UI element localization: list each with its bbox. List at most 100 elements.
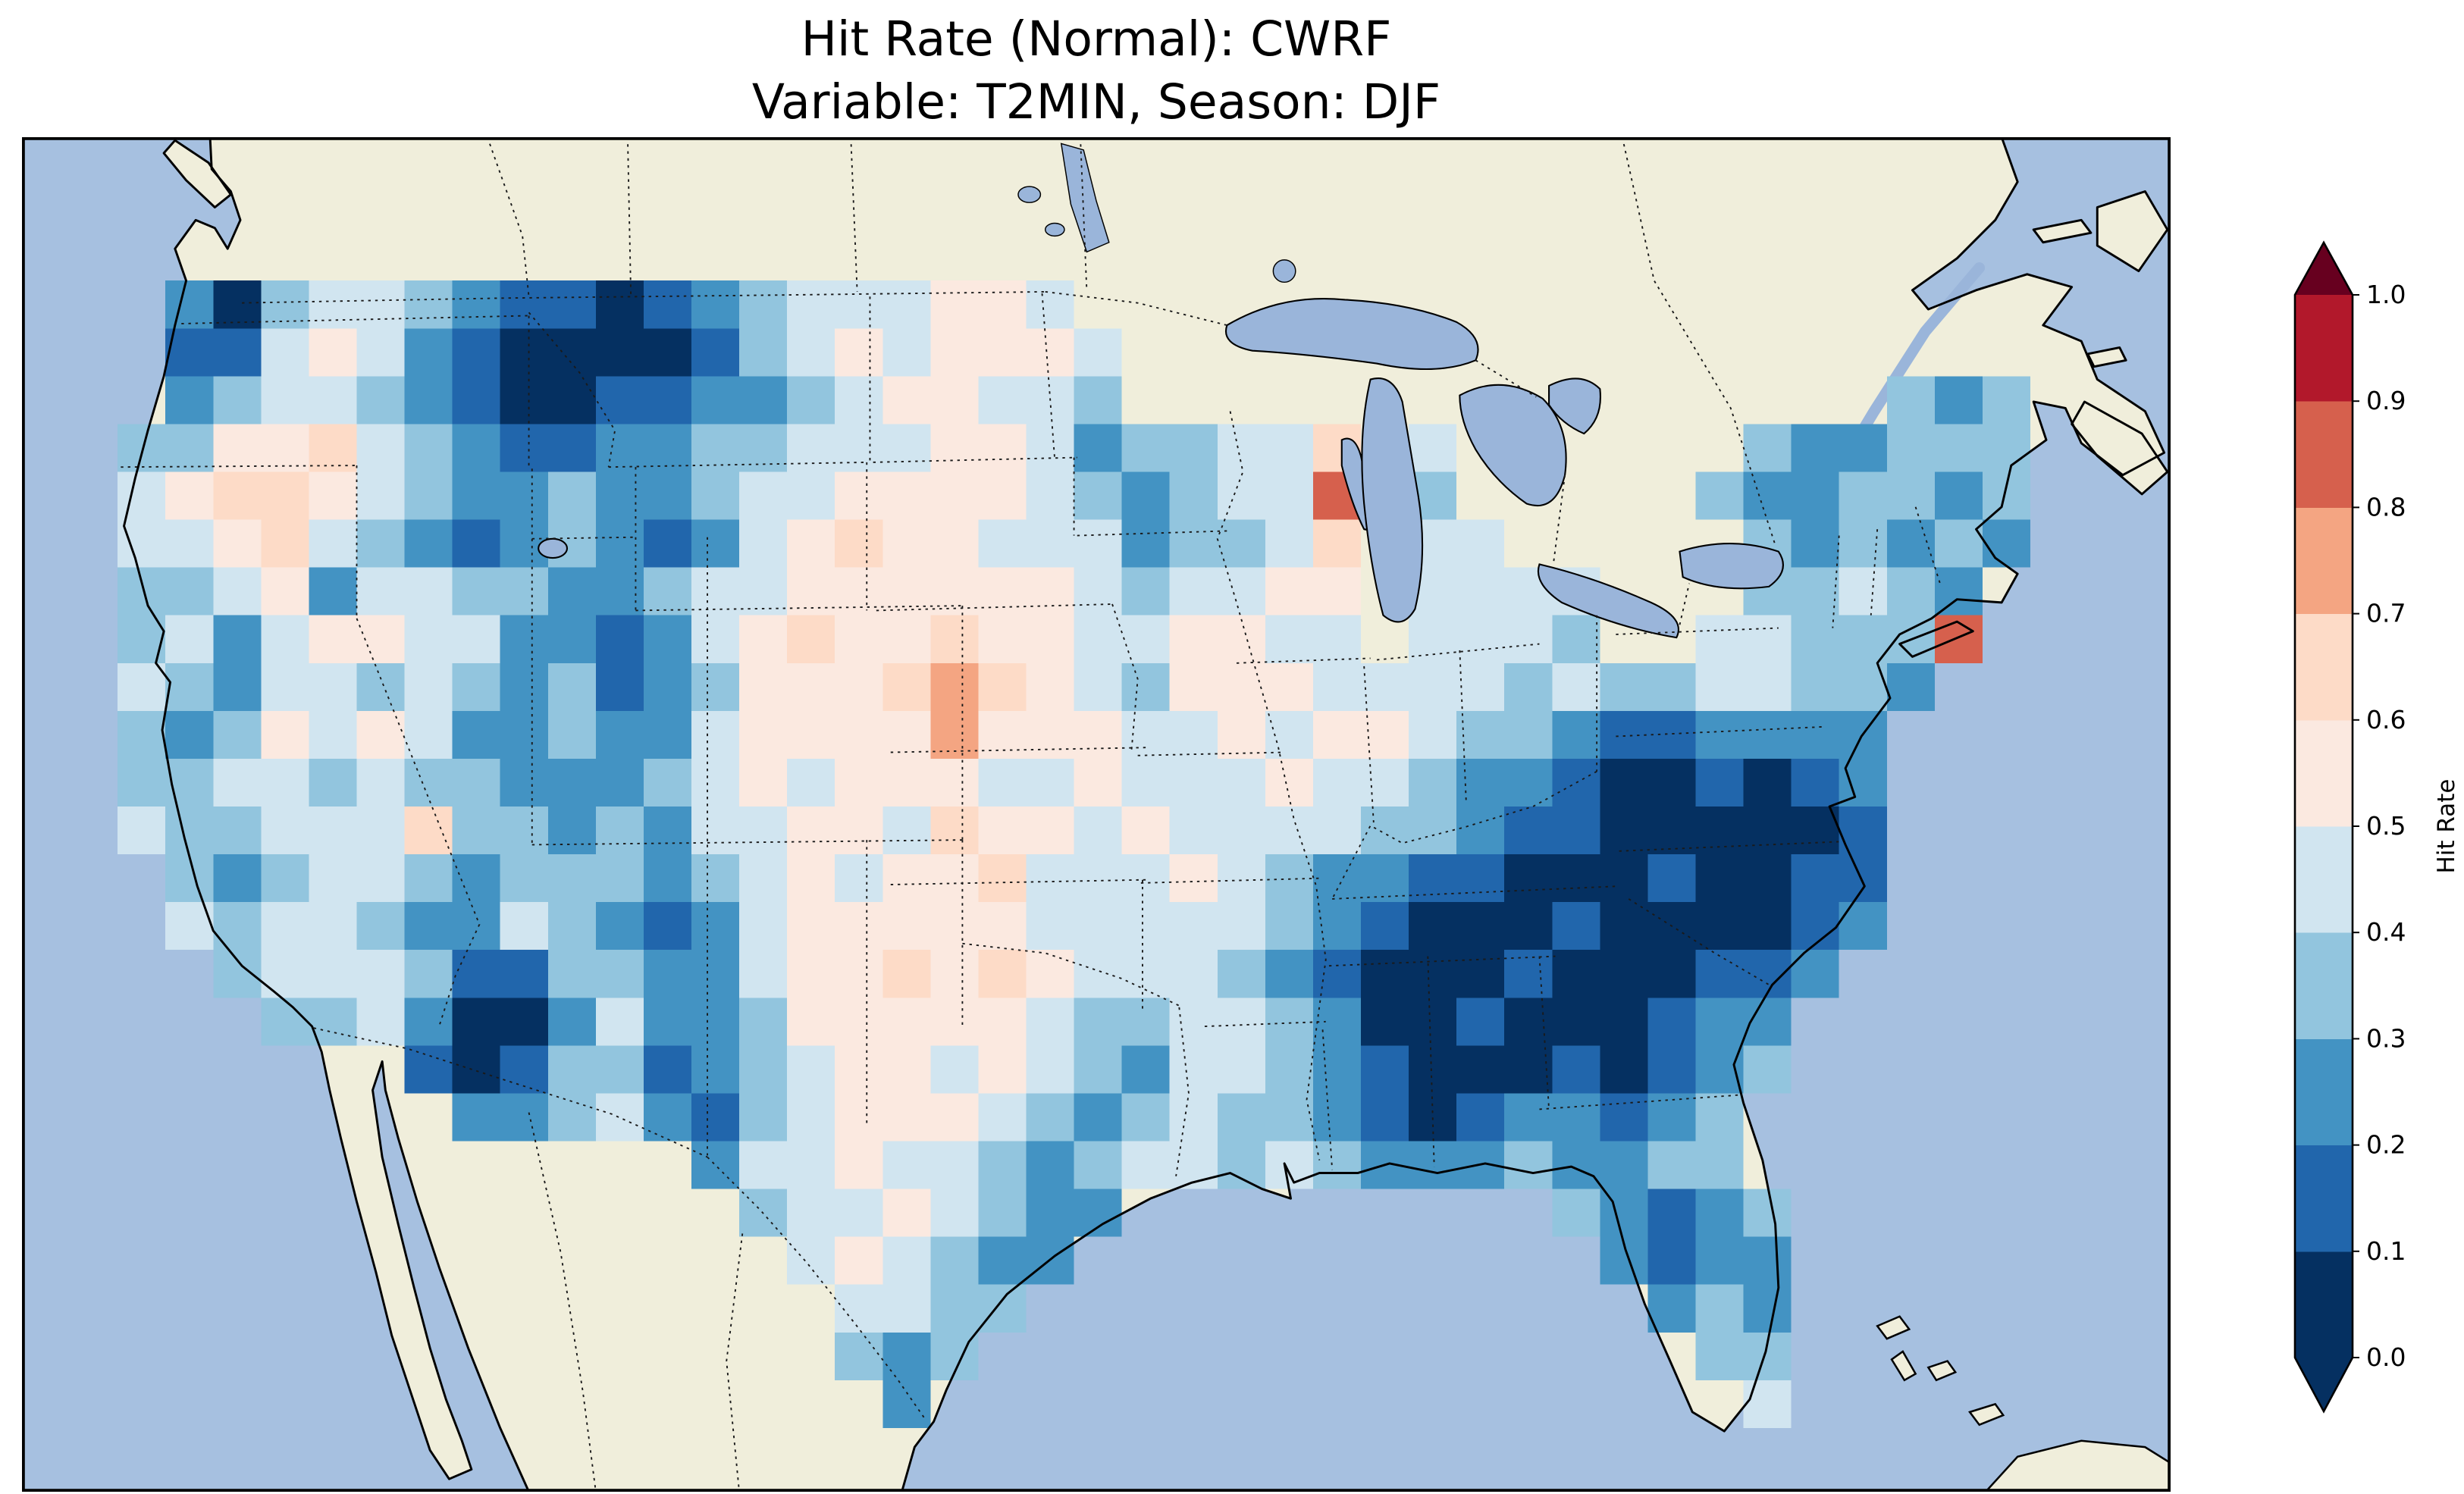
grid-cell — [595, 806, 644, 855]
grid-cell — [1552, 998, 1600, 1046]
colorbar-tick-label: 0.7 — [2366, 599, 2406, 628]
grid-cell — [787, 519, 835, 568]
grid-cell — [882, 615, 931, 663]
grid-cell — [978, 328, 1027, 377]
grid-cell — [1121, 567, 1170, 615]
grid-cell — [1791, 567, 1839, 615]
grid-cell — [547, 424, 596, 472]
grid-cell — [356, 567, 405, 615]
grid-cell — [1360, 806, 1409, 855]
grid-cell — [1409, 1141, 1457, 1189]
grid-cell — [404, 662, 453, 711]
grid-cell — [1504, 615, 1553, 663]
grid-cell — [1504, 998, 1553, 1046]
grid-cell — [1026, 758, 1074, 807]
grid-cell — [1169, 615, 1218, 663]
grid-cell — [1791, 854, 1839, 903]
grid-cell — [356, 376, 405, 424]
grid-cell — [356, 950, 405, 998]
grid-cell — [404, 519, 453, 568]
border-ca-nv-diag — [356, 618, 481, 1026]
bahamas-island-1 — [1876, 1315, 1911, 1340]
grid-cell — [882, 1045, 931, 1094]
grid-cell — [1169, 806, 1218, 855]
border-il-in — [1363, 666, 1375, 823]
grid-cell — [1312, 806, 1361, 855]
grid-cell — [1409, 902, 1457, 951]
grid-cell — [1552, 1189, 1600, 1237]
grid-cell — [835, 1236, 883, 1285]
us-hit-rate-map — [22, 137, 2171, 1492]
grid-cell — [882, 998, 931, 1046]
grid-cell — [835, 998, 883, 1046]
grid-cell — [882, 854, 931, 903]
grid-cell — [1647, 710, 1696, 759]
grid-cell — [1409, 662, 1457, 711]
grid-cell — [309, 854, 357, 903]
grid-cell — [1409, 758, 1457, 807]
grid-cell — [1695, 1236, 1744, 1285]
grid-cell — [739, 662, 788, 711]
grid-cell — [595, 567, 644, 615]
border-or-ca — [121, 465, 357, 468]
grid-cell — [1265, 519, 1313, 568]
border-canada-lakes1 — [1045, 290, 1227, 326]
grid-cell — [1647, 1189, 1696, 1237]
border-la-ms — [1321, 1029, 1334, 1170]
grid-cell — [978, 950, 1027, 998]
grid-cell — [1743, 615, 1792, 663]
grid-cell — [882, 1380, 931, 1428]
anticosti-island — [2033, 220, 2091, 243]
grid-cell — [1265, 424, 1313, 472]
grid-cell — [882, 424, 931, 472]
grid-cell — [309, 950, 357, 998]
grid-cell — [1312, 1093, 1361, 1142]
grid-cell — [595, 902, 644, 951]
grid-cell — [787, 998, 835, 1046]
grid-cell — [1217, 950, 1265, 998]
grid-cell — [547, 280, 596, 329]
grid-cell — [787, 1141, 835, 1189]
grid-cell — [356, 998, 405, 1046]
grid-cell — [595, 519, 644, 568]
grid-cell — [1791, 758, 1839, 807]
grid-cell — [1504, 662, 1553, 711]
grid-cell — [1312, 662, 1361, 711]
grid-cell — [1600, 710, 1648, 759]
grid-cell — [547, 710, 596, 759]
caribbean-islands — [1876, 1315, 2171, 1492]
lake-superior — [1225, 297, 1479, 371]
grid-cell — [978, 615, 1027, 663]
grid-cell — [1074, 1189, 1122, 1237]
grid-cell — [1886, 567, 1935, 615]
grid-cell — [1791, 710, 1839, 759]
grid-cell — [356, 854, 405, 903]
grid-cell — [882, 710, 931, 759]
grid-cell — [1217, 1093, 1265, 1142]
grid-cell — [1312, 1141, 1361, 1189]
lake-manitoba — [1017, 186, 1042, 203]
grid-cell — [882, 1141, 931, 1189]
grid-cell — [1743, 710, 1792, 759]
colorbar-tick-label: 0.8 — [2366, 492, 2406, 521]
grid-cell — [452, 328, 500, 377]
grid-cell — [930, 662, 979, 711]
grid-cell — [309, 758, 357, 807]
grid-cell — [787, 328, 835, 377]
grid-cell — [1647, 1045, 1696, 1094]
grid-cell — [1743, 471, 1792, 520]
grid-cell — [500, 471, 548, 520]
grid-cell — [452, 662, 500, 711]
grid-cell — [404, 376, 453, 424]
grid-cell — [1074, 662, 1122, 711]
grid-cell — [1074, 806, 1122, 855]
grid-cell — [1743, 1045, 1792, 1094]
grid-cell — [261, 471, 309, 520]
grid-cell — [691, 950, 740, 998]
grid-cell — [404, 471, 453, 520]
grid-cell — [500, 424, 548, 472]
grid-cell — [1360, 1093, 1409, 1142]
grid-cell — [1217, 424, 1265, 472]
grid-cell — [882, 519, 931, 568]
grid-cell — [1265, 950, 1313, 998]
